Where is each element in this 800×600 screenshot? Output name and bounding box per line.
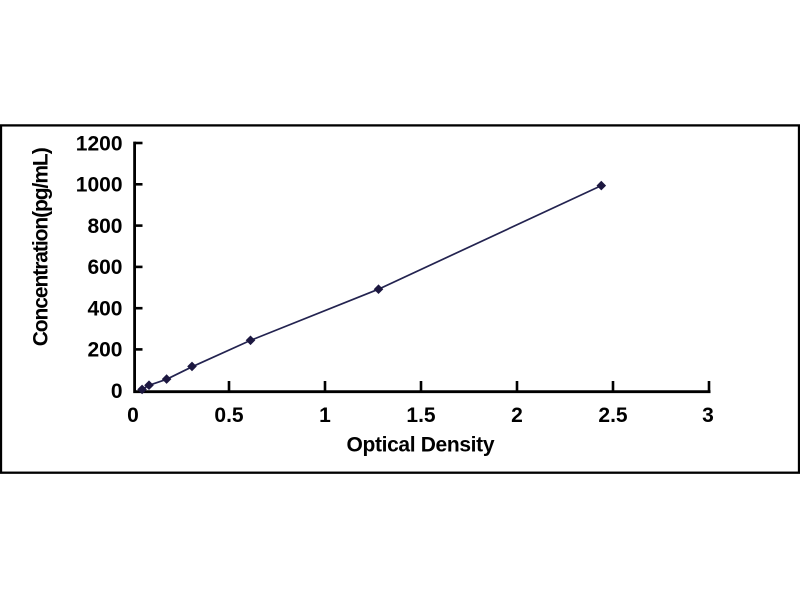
svg-text:Optical Density: Optical Density (347, 434, 495, 457)
svg-text:0.5: 0.5 (214, 404, 244, 427)
svg-text:3: 3 (702, 404, 714, 427)
svg-text:400: 400 (87, 297, 122, 320)
svg-text:2.5: 2.5 (598, 404, 628, 427)
svg-text:800: 800 (87, 215, 122, 238)
svg-text:0: 0 (127, 404, 139, 427)
svg-text:200: 200 (87, 339, 122, 362)
svg-text:2: 2 (511, 404, 523, 427)
svg-text:1: 1 (319, 404, 331, 427)
svg-text:600: 600 (87, 256, 122, 279)
svg-text:1000: 1000 (76, 174, 123, 197)
svg-text:Concentration(pg/mL): Concentration(pg/mL) (30, 147, 53, 346)
svg-text:1.5: 1.5 (406, 404, 436, 427)
svg-text:1200: 1200 (76, 132, 123, 155)
svg-text:0: 0 (111, 380, 123, 403)
